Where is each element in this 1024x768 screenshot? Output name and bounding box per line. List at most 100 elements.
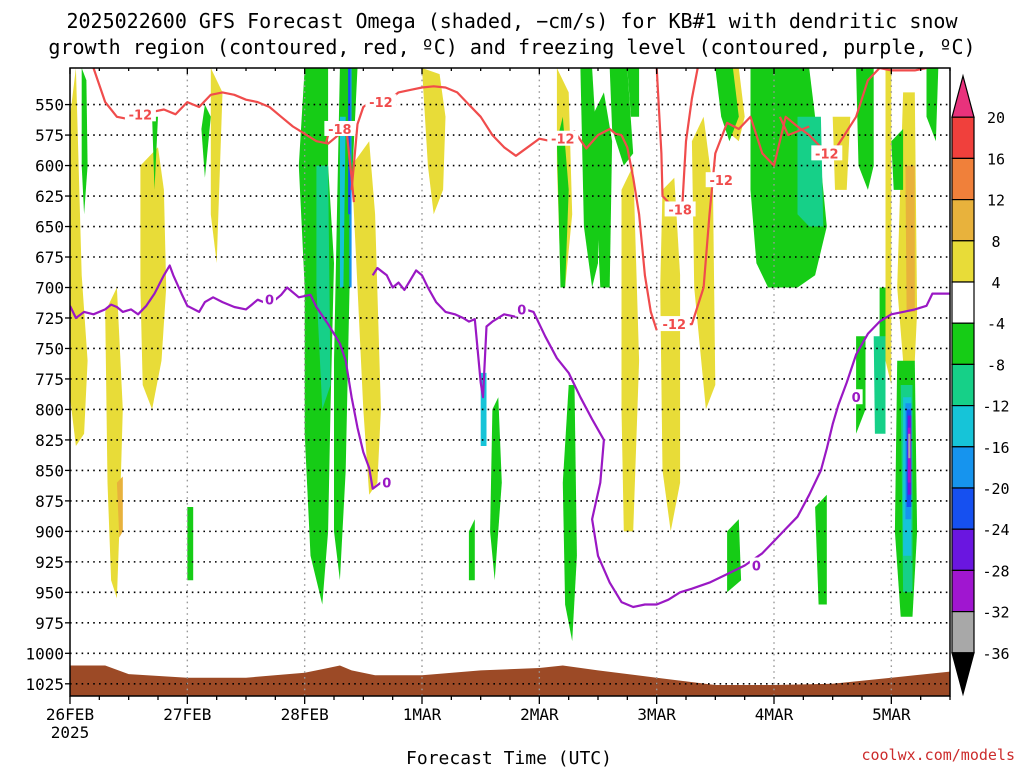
omega-region-neg4-7 <box>563 385 577 641</box>
omega-region-4-8 <box>660 178 680 532</box>
omega-region-neg4-5 <box>490 397 502 580</box>
x-tick-label: 1MAR <box>403 705 442 724</box>
colorbar-label: -8 <box>987 356 1005 374</box>
x-tick-label: 3MAR <box>637 705 676 724</box>
x-tick-label: 28FEB <box>281 705 329 724</box>
omega-region-neg4-19 <box>815 495 827 605</box>
omega-region-neg4-15 <box>891 129 903 190</box>
colorbar-swatch <box>952 447 974 488</box>
omega-region-neg4-4 <box>334 68 358 580</box>
x-tick-year: 2025 <box>51 723 90 742</box>
omega-region-neg4-22 <box>469 519 475 580</box>
freezing-label: 0 <box>852 391 861 406</box>
colorbar-swatch <box>952 612 974 653</box>
colorbar-label: -16 <box>982 439 1009 457</box>
y-tick-label: 775 <box>35 370 64 389</box>
colorbar-label: -20 <box>982 480 1009 498</box>
colorbar-swatch <box>952 282 974 323</box>
dgz-label: -12 <box>815 147 839 162</box>
y-tick-label: 1000 <box>25 644 64 663</box>
x-tick-label: 27FEB <box>163 705 211 724</box>
y-tick-label: 625 <box>35 187 64 206</box>
omega-region-neg4-20 <box>727 519 741 592</box>
colorbar-label: 20 <box>987 109 1005 127</box>
colorbar-swatch <box>952 488 974 529</box>
omega-region-neg4-21 <box>187 507 193 580</box>
y-tick-label: 900 <box>35 522 64 541</box>
omega-region-4-5 <box>422 68 446 214</box>
colorbar-label: -24 <box>982 521 1009 539</box>
omega-region-neg4-2 <box>201 105 210 178</box>
omega-chart: 2025022600 GFS Forecast Omega (shaded, −… <box>0 0 1024 768</box>
colorbar-label: 8 <box>991 233 1000 251</box>
omega-region-4-7 <box>622 166 640 532</box>
colorbar-label: -12 <box>982 398 1009 416</box>
y-tick-label: 550 <box>35 96 64 115</box>
y-tick-label: 600 <box>35 157 64 176</box>
x-tick-label: 5MAR <box>872 705 911 724</box>
colorbar-swatch <box>952 200 974 241</box>
terrain <box>70 666 950 697</box>
y-tick-label: 750 <box>35 339 64 358</box>
y-tick-label: 575 <box>35 126 64 145</box>
y-tick-label: 800 <box>35 400 64 419</box>
colorbar-swatch <box>952 364 974 405</box>
omega-region-8-1 <box>905 166 914 312</box>
y-tick-label: 650 <box>35 218 64 237</box>
y-tick-label: 925 <box>35 553 64 572</box>
y-tick-label: 700 <box>35 278 64 297</box>
colorbar-swatch <box>952 117 974 158</box>
y-tick-label: 725 <box>35 309 64 328</box>
y-tick-label: 825 <box>35 431 64 450</box>
colorbar-top-arrow <box>952 76 974 117</box>
dgz-label: -12 <box>663 318 687 333</box>
x-tick-label: 2MAR <box>520 705 559 724</box>
omega-region-neg4-0 <box>82 68 88 214</box>
colorbar-swatch <box>952 406 974 447</box>
x-tick-label: 26FEB <box>46 705 94 724</box>
colorbar-bottom-arrow <box>952 653 974 694</box>
y-tick-label: 1025 <box>25 675 64 694</box>
omega-region-neg8-2 <box>874 336 886 434</box>
omega-region-4-3 <box>211 68 223 263</box>
dgz-label: -12 <box>551 133 575 148</box>
freezing-label: 0 <box>265 294 274 309</box>
colorbar-swatch <box>952 570 974 611</box>
x-tick-label: 4MAR <box>755 705 794 724</box>
dgz-minus18-contour-1 <box>657 68 698 205</box>
colorbar-label: 16 <box>987 150 1005 168</box>
y-tick-label: 875 <box>35 492 64 511</box>
dgz-label: -12 <box>369 96 393 111</box>
freezing-label: 0 <box>517 303 526 318</box>
freezing-label: 0 <box>382 477 391 492</box>
y-tick-label: 950 <box>35 583 64 602</box>
colorbar-swatch <box>952 158 974 199</box>
y-tick-label: 850 <box>35 461 64 480</box>
dgz-label: -18 <box>668 203 692 218</box>
colorbar-label: 12 <box>987 192 1005 210</box>
omega-region-4-9 <box>692 117 715 410</box>
colorbar-swatch <box>952 529 974 570</box>
colorbar-swatch <box>952 323 974 364</box>
dgz-label: -12 <box>129 108 153 123</box>
chart-title-line2: growth region (contoured, red, ºC) and f… <box>48 35 975 59</box>
y-tick-label: 675 <box>35 248 64 267</box>
dgz-label: -12 <box>709 174 733 189</box>
credit-link[interactable]: coolwx.com/models <box>861 746 1015 764</box>
colorbar-label: -32 <box>982 604 1009 622</box>
colorbar: 20 16 12 8 4 -4 -8 -12 -16 -20 -24 -28 -32 -36 <box>952 76 1010 694</box>
colorbar-label: -4 <box>987 315 1005 333</box>
chart-title-line1: 2025022600 GFS Forecast Omega (shaded, −… <box>66 9 958 33</box>
x-axis-title: Forecast Time (UTC) <box>406 748 612 768</box>
omega-region-neg8-0 <box>798 117 824 227</box>
colorbar-label: 4 <box>991 274 1000 292</box>
colorbar-label: -36 <box>982 645 1009 663</box>
y-tick-label: 975 <box>35 614 64 633</box>
omega-region-4-1 <box>105 288 123 599</box>
colorbar-label: -28 <box>982 562 1009 580</box>
dgz-label: -18 <box>328 123 352 138</box>
omega-region-neg32-0 <box>908 434 910 458</box>
colorbar-swatch <box>952 241 974 282</box>
freezing-label: 0 <box>752 560 761 575</box>
omega-region-neg4-16 <box>927 68 939 141</box>
